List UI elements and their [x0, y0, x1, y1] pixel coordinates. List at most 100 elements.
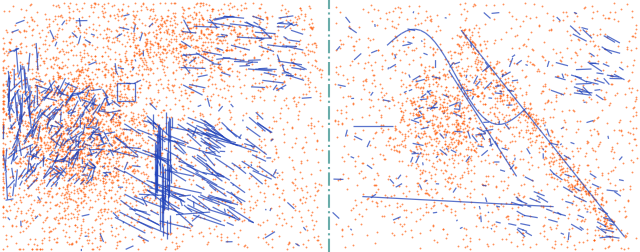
Point: [488, 65, 498, 69]
Point: [431, 114, 442, 118]
Point: [291, 20, 301, 24]
Point: [162, 85, 172, 89]
Point: [56, 135, 67, 139]
Point: [412, 181, 422, 185]
Point: [472, 212, 483, 216]
Point: [175, 34, 185, 38]
Point: [573, 188, 584, 193]
Point: [26, 206, 36, 210]
Point: [276, 106, 286, 110]
Point: [608, 168, 618, 172]
Point: [58, 110, 68, 114]
Point: [390, 68, 400, 72]
Point: [429, 148, 440, 152]
Point: [45, 123, 56, 127]
Point: [475, 211, 485, 215]
Point: [0, 151, 8, 155]
Point: [595, 218, 605, 222]
Point: [441, 108, 451, 112]
Point: [390, 126, 400, 130]
Point: [563, 193, 573, 197]
Point: [261, 173, 271, 177]
Point: [170, 14, 180, 18]
Point: [368, 136, 378, 140]
Point: [568, 108, 578, 112]
Point: [557, 170, 568, 174]
Point: [177, 76, 188, 80]
Point: [106, 223, 116, 227]
Point: [458, 121, 468, 125]
Point: [75, 23, 85, 27]
Point: [102, 155, 112, 159]
Point: [116, 92, 126, 96]
Point: [141, 203, 152, 207]
Point: [3, 191, 13, 195]
Point: [470, 149, 480, 153]
Point: [592, 9, 602, 13]
Point: [140, 116, 150, 120]
Point: [60, 173, 70, 177]
Point: [596, 197, 607, 201]
Point: [116, 103, 127, 107]
Point: [43, 125, 53, 129]
Point: [65, 182, 76, 186]
Point: [296, 201, 307, 205]
Point: [105, 57, 115, 61]
Point: [399, 71, 410, 75]
Point: [37, 156, 47, 161]
Point: [191, 26, 202, 30]
Point: [626, 158, 636, 162]
Point: [102, 35, 113, 39]
Point: [71, 134, 81, 138]
Point: [161, 103, 171, 107]
Point: [111, 133, 121, 137]
Point: [442, 149, 452, 153]
Point: [157, 24, 168, 28]
Point: [477, 103, 488, 107]
Point: [170, 77, 180, 81]
Point: [455, 2, 465, 6]
Point: [53, 126, 63, 130]
Point: [410, 83, 420, 87]
Point: [517, 68, 527, 72]
Point: [13, 186, 24, 190]
Point: [596, 108, 607, 112]
Point: [469, 50, 479, 54]
Point: [83, 121, 93, 125]
Point: [85, 136, 95, 140]
Point: [454, 73, 465, 77]
Point: [588, 119, 598, 123]
Point: [113, 134, 124, 138]
Point: [115, 239, 125, 243]
Point: [596, 208, 607, 212]
Point: [41, 200, 51, 204]
Point: [45, 117, 55, 121]
Point: [553, 145, 563, 149]
Point: [90, 103, 100, 107]
Point: [254, 137, 264, 141]
Point: [61, 65, 72, 69]
Point: [303, 78, 313, 82]
Point: [480, 68, 490, 72]
Point: [152, 100, 162, 104]
Point: [61, 162, 72, 166]
Point: [567, 187, 577, 191]
Point: [216, 77, 226, 81]
Point: [36, 108, 47, 112]
Point: [310, 185, 320, 189]
Point: [459, 86, 469, 90]
Point: [298, 242, 308, 246]
Point: [463, 171, 473, 175]
Point: [102, 88, 113, 92]
Point: [296, 76, 307, 80]
Point: [13, 132, 23, 136]
Point: [267, 229, 277, 233]
Point: [38, 236, 49, 240]
Point: [545, 204, 555, 208]
Point: [80, 180, 90, 184]
Point: [427, 100, 437, 104]
Point: [219, 218, 229, 223]
Point: [204, 145, 214, 149]
Point: [19, 218, 29, 222]
Point: [136, 64, 147, 68]
